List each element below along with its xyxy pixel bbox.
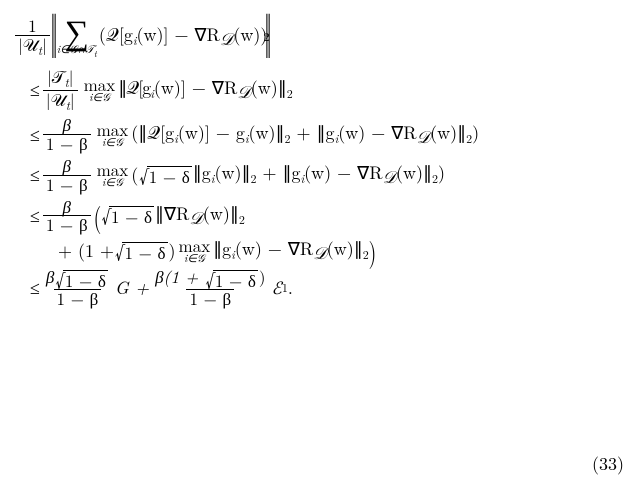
frac-term-2: β(1 + √1 − δ) 1 − β (152, 268, 268, 308)
sqrt-1-minus-delta: √1 − δ (115, 242, 168, 261)
max-operator: max i∈𝒢 (84, 77, 116, 103)
sqrt-1-minus-delta: √1 − δ (102, 206, 155, 225)
max-operator: max i∈𝒢 (179, 238, 211, 264)
sqrt-1-minus-delta: √1 − δ (139, 166, 192, 185)
G-plus: G + (115, 279, 149, 297)
norm-expr: ∥𝒬[gi(w)] − ∇R𝒟(w)∥2 (118, 79, 293, 101)
max-operator: max i∈𝒢 (97, 122, 129, 148)
line-5: ≤ β 1 − β ( √1 − δ ∥∇R𝒟(w)∥2 (12, 198, 628, 235)
rest: ∥gi(w) − ∇R𝒟(w)∥2 (213, 240, 369, 262)
line-4: ≤ β 1 − β max i∈𝒢 ( √1 − δ ∥gi(w)∥2 + ∥g… (12, 157, 628, 194)
E1: ℰ (272, 280, 282, 297)
rest: ∥gi(w)∥2 + ∥gi(w) − ∇R𝒟(w)∥2) (193, 164, 445, 186)
max-operator: max i∈𝒢 (97, 162, 129, 188)
norm-open: ‖ (51, 10, 57, 64)
frac-beta: β 1 − β (43, 157, 91, 194)
frac-beta: β 1 − β (43, 198, 91, 235)
denominator: |𝒰t| (15, 35, 50, 58)
equation-block: 1 |𝒰t| ‖ ∑ i∈𝒢∩𝒯t (𝒬[gi(w)] − ∇R𝒟(w)) ‖ … (0, 0, 640, 500)
summand: (𝒬[gi(w)] − ∇R𝒟(w)) (99, 26, 268, 48)
frac-term-1: β√1 − δ 1 − β (43, 268, 112, 308)
frac-1-over-Ut: 1 |𝒰t| (15, 17, 50, 57)
big-paren-close: ) (368, 240, 376, 262)
frac-Tt-over-Ut: |𝒯t| |𝒰t| (43, 68, 78, 112)
paren-expr: (∥𝒬[gi(w)] − gi(w)∥2 + ∥gi(w) − ∇R𝒟(w)∥2… (131, 124, 479, 146)
norm-close: ‖ (265, 10, 271, 64)
equation-number: (33) (592, 451, 624, 476)
line-3: ≤ β 1 − β max i∈𝒢 (∥𝒬[gi(w)] − gi(w)∥2 +… (12, 116, 628, 153)
sum-icon: ∑ i∈𝒢∩𝒯t (57, 16, 97, 59)
line-1: 1 |𝒰t| ‖ ∑ i∈𝒢∩𝒯t (𝒬[gi(w)] − ∇R𝒟(w)) ‖ … (12, 10, 628, 64)
big-paren-open: ( (93, 205, 101, 227)
rest: ∥∇R𝒟(w)∥2 (155, 205, 245, 227)
frac-beta: β 1 − β (43, 116, 91, 153)
line-2: ≤ |𝒯t| |𝒰t| max i∈𝒢 ∥𝒬[gi(w)] − ∇R𝒟(w)∥2 (12, 68, 628, 112)
line-6: + (1 + √1 − δ ) max i∈𝒢 ∥gi(w) − ∇R𝒟(w)∥… (12, 238, 628, 264)
multiline-inequality: 1 |𝒰t| ‖ ∑ i∈𝒢∩𝒯t (𝒬[gi(w)] − ∇R𝒟(w)) ‖ … (12, 10, 628, 308)
line-7: ≤ β√1 − δ 1 − β G + β(1 + √1 − δ) 1 − β … (12, 268, 628, 308)
